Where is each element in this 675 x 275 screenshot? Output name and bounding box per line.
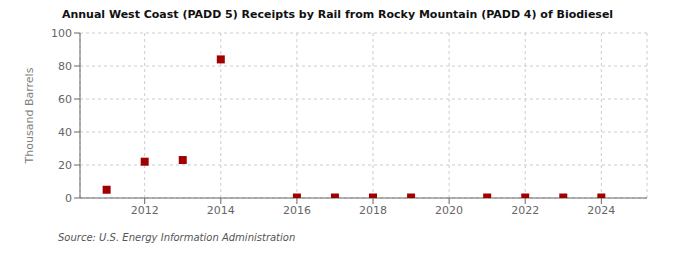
svg-text:Thousand Barrels: Thousand Barrels (23, 67, 36, 164)
svg-text:2022: 2022 (511, 204, 539, 217)
svg-text:2024: 2024 (587, 204, 615, 217)
svg-text:2016: 2016 (283, 204, 311, 217)
svg-text:0: 0 (65, 192, 72, 205)
svg-text:40: 40 (58, 126, 72, 139)
svg-text:80: 80 (58, 60, 72, 73)
svg-text:100: 100 (51, 27, 72, 40)
svg-text:2020: 2020 (435, 204, 463, 217)
svg-text:20: 20 (58, 159, 72, 172)
html-text:Annual West Coast (PADD 5) Rec: Annual West Coast (PADD 5) Receipts by R… (61, 8, 614, 21)
html-text:Source: U.S. Energy Informatio: Source: U.S. Energy Information Administ… (58, 232, 296, 243)
svg-text:2018: 2018 (359, 204, 387, 217)
svg-text:2012: 2012 (131, 204, 159, 217)
svg-text:60: 60 (58, 93, 72, 106)
svg-text:2014: 2014 (207, 204, 235, 217)
